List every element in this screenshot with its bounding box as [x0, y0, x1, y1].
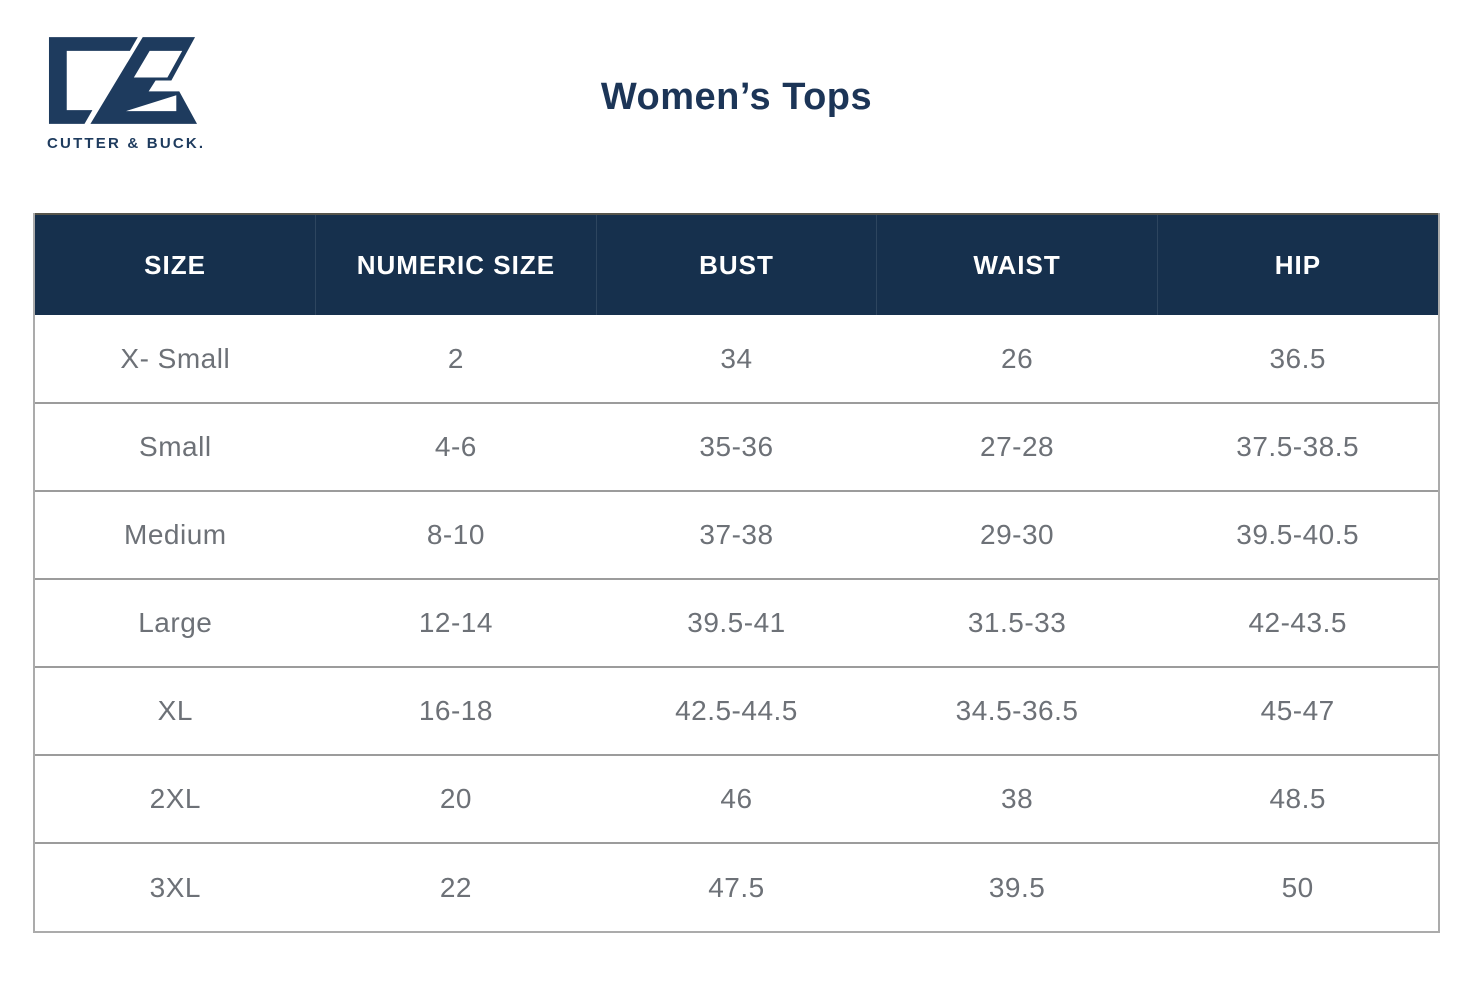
measurement-cell: 34: [596, 315, 877, 403]
table-row: Medium 8-10 37-38 29-30 39.5-40.5: [35, 490, 1438, 579]
measurement-cell: 47.5: [596, 842, 877, 931]
measurement-cell: 4-6: [315, 402, 597, 491]
size-chart-table: SIZE NUMERIC SIZE BUST WAIST HIP X- Small 2 34…: [35, 213, 1438, 931]
measurement-cell: 39.5-41: [596, 578, 877, 667]
table-row: 3XL 22 47.5 39.5 50: [35, 842, 1438, 931]
brand-logo: CUTTER & BUCK.: [47, 35, 206, 152]
measurement-cell: 34.5-36.5: [876, 666, 1158, 755]
size-chart-header: SIZE NUMERIC SIZE BUST WAIST HIP: [35, 214, 1438, 315]
measurement-cell: 16-18: [315, 666, 597, 755]
size-chart-container: SIZE NUMERIC SIZE BUST WAIST HIP X- Small 2 34…: [33, 213, 1440, 933]
table-row: X- Small 2 34 26 36.5: [35, 315, 1438, 403]
column-header-hip: HIP: [1156, 214, 1438, 315]
measurement-cell: 39.5-40.5: [1157, 490, 1438, 579]
size-label-cell: X- Small: [35, 315, 316, 403]
cb-monogram-icon: [48, 37, 198, 124]
measurement-cell: 48.5: [1157, 754, 1438, 843]
table-row: Small 4-6 35-36 27-28 37.5-38.5: [35, 402, 1438, 491]
brand-wordmark: CUTTER & BUCK.: [47, 135, 206, 152]
table-row: Large 12-14 39.5-41 31.5-33 42-43.5: [35, 578, 1438, 667]
size-chart-body: X- Small 2 34 26 36.5 Small 4-6 35-36 27-28 37.5-…: [35, 315, 1438, 931]
measurement-cell: 22: [315, 842, 597, 931]
measurement-cell: 45-47: [1157, 666, 1438, 755]
measurement-cell: 46: [596, 754, 877, 843]
table-row: XL 16-18 42.5-44.5 34.5-36.5 45-47: [35, 666, 1438, 755]
page-title: Women’s Tops: [600, 76, 873, 118]
header-row: SIZE NUMERIC SIZE BUST WAIST HIP: [35, 214, 1438, 315]
size-label-cell: 2XL: [35, 754, 316, 843]
measurement-cell: 26: [876, 315, 1158, 403]
size-label-cell: 3XL: [35, 842, 316, 931]
measurement-cell: 12-14: [315, 578, 597, 667]
column-header-numeric-size: NUMERIC SIZE: [315, 214, 597, 315]
measurement-cell: 27-28: [876, 402, 1158, 491]
column-header-size: SIZE: [35, 214, 316, 315]
measurement-cell: 31.5-33: [876, 578, 1158, 667]
measurement-cell: 35-36: [596, 402, 877, 491]
measurement-cell: 29-30: [876, 490, 1158, 579]
measurement-cell: 50: [1157, 842, 1438, 931]
measurement-cell: 39.5: [876, 842, 1158, 931]
measurement-cell: 42-43.5: [1157, 578, 1438, 667]
measurement-cell: 38: [876, 754, 1158, 843]
size-label-cell: Small: [35, 402, 316, 491]
measurement-cell: 42.5-44.5: [596, 666, 877, 755]
size-label-cell: XL: [35, 666, 316, 755]
column-header-bust: BUST: [595, 214, 877, 315]
measurement-cell: 37-38: [596, 490, 877, 579]
table-row: 2XL 20 46 38 48.5: [35, 754, 1438, 843]
measurement-cell: 8-10: [315, 490, 597, 579]
size-label-cell: Large: [35, 578, 316, 667]
measurement-cell: 37.5-38.5: [1157, 402, 1438, 491]
measurement-cell: 2: [315, 315, 597, 403]
measurement-cell: 20: [315, 754, 597, 843]
column-header-waist: WAIST: [876, 214, 1158, 315]
size-label-cell: Medium: [35, 490, 316, 579]
measurement-cell: 36.5: [1157, 315, 1438, 403]
